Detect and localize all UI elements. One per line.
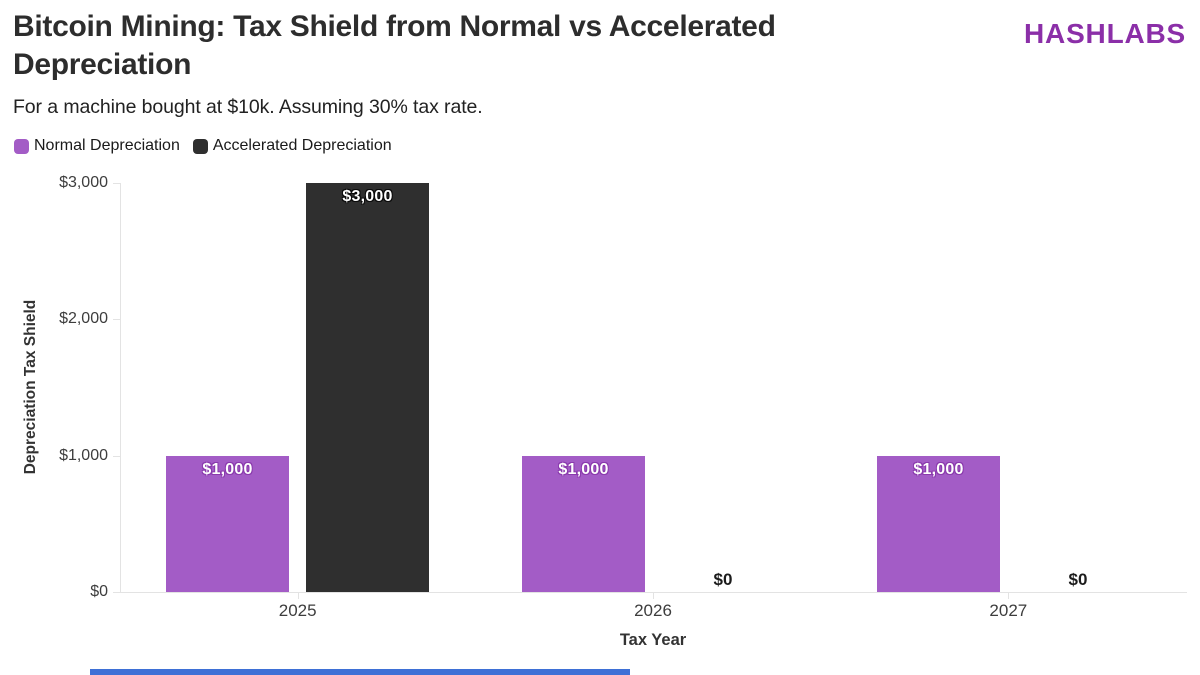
y-tick-mark — [113, 183, 120, 184]
legend-swatch-icon — [192, 138, 208, 154]
x-tick-mark — [653, 592, 654, 599]
bar-value-label: $1,000 — [913, 461, 964, 478]
bar-value-label: $1,000 — [558, 461, 609, 478]
legend-item: Normal Depreciation — [14, 137, 180, 155]
legend-label: Normal Depreciation — [34, 137, 180, 154]
x-tick-mark — [1008, 592, 1010, 599]
y-tick-mark — [113, 592, 120, 593]
y-tick-mark — [113, 455, 120, 457]
x-axis-title: Tax Year — [619, 631, 687, 649]
chart-bar — [166, 456, 289, 592]
chart-bar — [306, 183, 429, 592]
page-title: Bitcoin Mining: Tax Shield from Normal v… — [13, 10, 776, 82]
bar-value-label: $3,000 — [342, 188, 393, 205]
chart-bar — [877, 456, 1000, 592]
bottom-progress-bar — [90, 669, 630, 675]
y-tick-label: $0 — [90, 583, 108, 600]
legend-item: Accelerated Depreciation — [192, 137, 392, 155]
bar-zero-label: $0 — [713, 570, 733, 589]
y-tick-mark — [113, 319, 120, 321]
legend-swatch-icon — [14, 138, 29, 154]
chart-subtitle: For a machine bought at $10k. Assuming 3… — [13, 96, 483, 118]
x-tick-label: 2027 — [989, 601, 1028, 620]
bar-value-label: $1,000 — [202, 461, 253, 478]
y-tick-label: $3,000 — [59, 174, 108, 191]
legend-label: Accelerated Depreciation — [212, 137, 392, 154]
y-tick-label: $1,000 — [59, 446, 108, 464]
chart-bar — [522, 456, 645, 592]
bar-zero-label: $0 — [1068, 570, 1088, 589]
brand-logo: HASHLABS — [1024, 18, 1186, 49]
x-tick-mark — [297, 592, 299, 599]
x-tick-label: 2026 — [634, 601, 672, 620]
x-tick-label: 2025 — [278, 601, 317, 620]
y-axis-line — [120, 183, 121, 593]
chart-legend: Normal Depreciation Accelerated Depreciat… — [14, 137, 392, 155]
y-tick-label: $2,000 — [59, 310, 108, 328]
